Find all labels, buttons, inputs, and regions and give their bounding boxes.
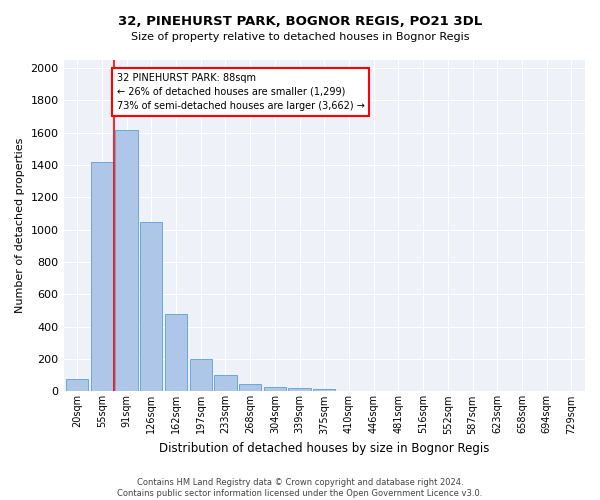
Bar	[190, 359, 212, 392]
Text: Size of property relative to detached houses in Bognor Regis: Size of property relative to detached ho…	[131, 32, 469, 42]
Bar	[91, 162, 113, 392]
Bar	[264, 386, 286, 392]
Bar	[313, 389, 335, 392]
Text: Contains HM Land Registry data © Crown copyright and database right 2024.
Contai: Contains HM Land Registry data © Crown c…	[118, 478, 482, 498]
Bar	[214, 375, 236, 392]
Text: 32, PINEHURST PARK, BOGNOR REGIS, PO21 3DL: 32, PINEHURST PARK, BOGNOR REGIS, PO21 3…	[118, 15, 482, 28]
Bar	[165, 314, 187, 392]
Bar	[115, 130, 137, 392]
Bar	[66, 380, 88, 392]
Text: 32 PINEHURST PARK: 88sqm
← 26% of detached houses are smaller (1,299)
73% of sem: 32 PINEHURST PARK: 88sqm ← 26% of detach…	[116, 73, 365, 111]
X-axis label: Distribution of detached houses by size in Bognor Regis: Distribution of detached houses by size …	[159, 442, 490, 455]
Y-axis label: Number of detached properties: Number of detached properties	[15, 138, 25, 314]
Bar	[239, 384, 261, 392]
Bar	[140, 222, 163, 392]
Bar	[289, 388, 311, 392]
